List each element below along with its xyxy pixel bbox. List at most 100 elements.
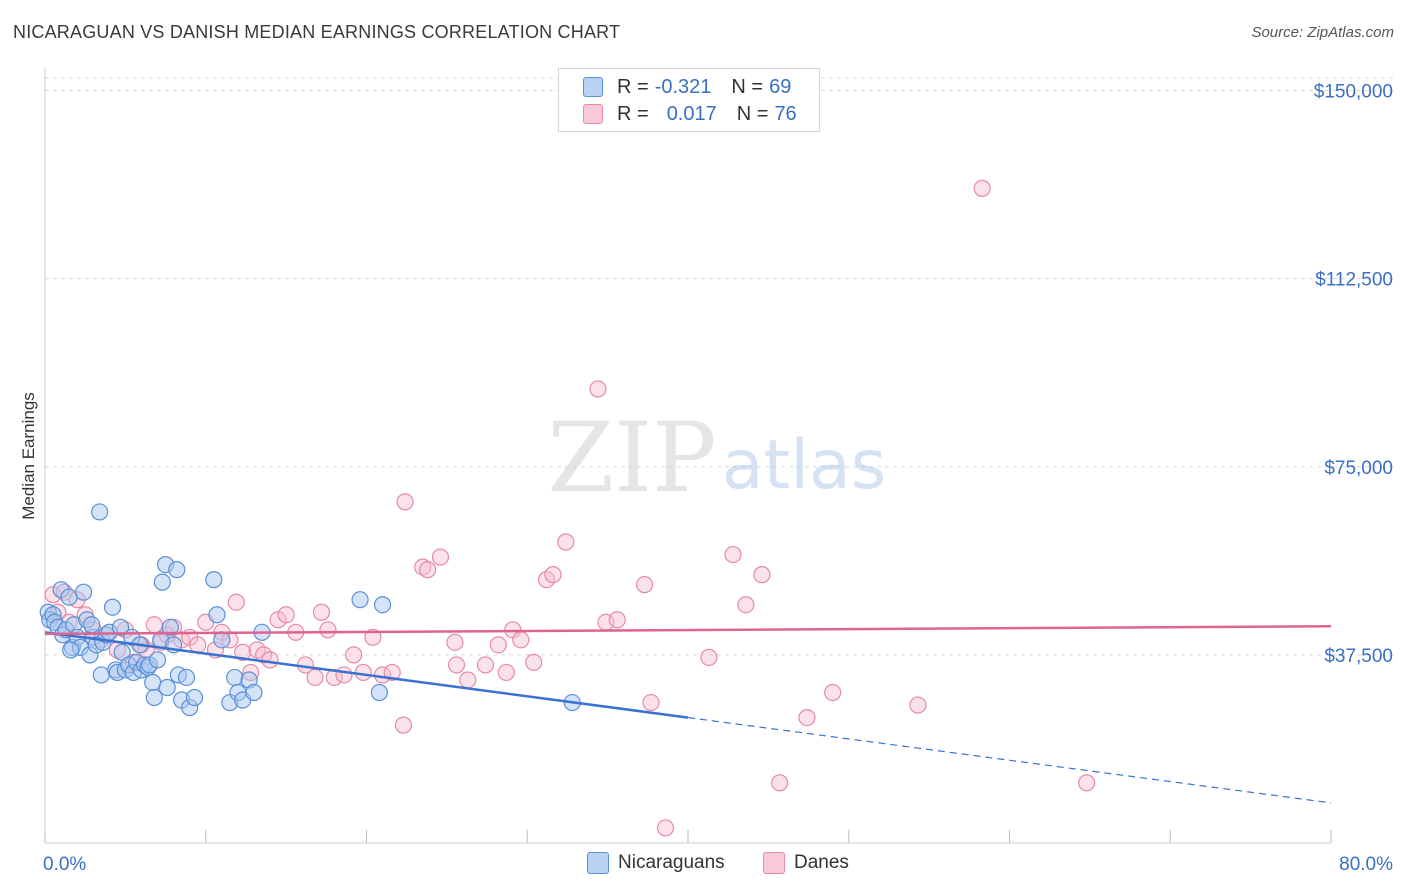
legend-swatch-blue <box>583 77 603 97</box>
dane-point <box>446 633 464 651</box>
dane-point <box>824 683 842 702</box>
y-tick-label: $75,000 <box>1324 458 1393 479</box>
x-tick-label: 0.0% <box>43 854 86 875</box>
nicaraguan-point <box>60 588 78 606</box>
nicaraguan-point <box>168 561 186 579</box>
dane-point <box>737 596 755 614</box>
dane-point <box>335 666 353 684</box>
nicaraguan-point <box>373 596 392 614</box>
y-axis-label: Median Earnings <box>19 392 38 520</box>
dane-point <box>312 603 331 621</box>
stats-legend: R = -0.321 N = 69 R = 0.017 N = 76 <box>558 68 820 132</box>
legend-item-nicaraguans[interactable]: Nicaraguans <box>587 852 725 874</box>
nicaraguan-point <box>185 688 204 707</box>
nicaraguan-point <box>62 641 80 659</box>
dane-point <box>771 774 789 792</box>
dane-point <box>414 558 432 576</box>
y-tick-label: $150,000 <box>1314 82 1393 103</box>
dane-point <box>1078 774 1096 792</box>
legend-row-nicaraguans: R = -0.321 N = 69 <box>583 75 791 99</box>
legend-label-nicaraguans: Nicaraguans <box>618 852 725 873</box>
dane-point <box>544 566 562 584</box>
nicaraguan-point <box>91 503 109 521</box>
nicaraguan-point <box>153 573 171 591</box>
dane-point <box>489 636 507 654</box>
dane-point <box>909 696 927 714</box>
dane-point <box>306 668 324 687</box>
nicaraguans-trend-line <box>44 631 689 719</box>
trend-lines <box>44 625 1332 804</box>
dane-point <box>261 651 279 669</box>
nicaraguan-point <box>148 651 167 669</box>
dane-point <box>394 716 413 734</box>
nicaraguan-point <box>177 668 196 687</box>
dane-point <box>635 576 654 594</box>
legend-n-label: N = <box>736 102 769 125</box>
axes <box>44 68 1332 844</box>
legend-r-value: 0.017 <box>666 102 717 125</box>
dane-point <box>589 380 607 398</box>
legend-n-value: 76 <box>774 102 797 125</box>
legend-n-label: N = <box>731 75 764 98</box>
nicaraguan-point <box>226 668 244 687</box>
dane-point <box>525 653 543 672</box>
legend-r-value: -0.321 <box>654 75 712 98</box>
legend-r-label: R = <box>617 75 649 98</box>
x-tick-label: 80.0% <box>1339 854 1393 875</box>
dane-point <box>557 533 575 551</box>
dane-point <box>227 593 245 611</box>
dane-point <box>431 548 450 566</box>
dane-point <box>497 663 515 682</box>
danes-trend-line <box>44 625 1332 636</box>
series-legend: Nicaraguans Danes <box>0 852 1406 878</box>
dane-point <box>753 566 771 584</box>
nicaraguans-trend-extension <box>687 716 1332 804</box>
dane-point <box>512 631 530 649</box>
dane-point <box>319 621 337 639</box>
dane-point <box>459 671 477 689</box>
dane-point <box>234 643 252 661</box>
dane-point <box>354 663 372 682</box>
nicaraguan-point <box>245 683 263 702</box>
dane-point <box>345 646 363 664</box>
nicaraguan-point <box>74 583 93 601</box>
dane-point <box>656 819 675 837</box>
y-tick-label: $112,500 <box>1315 270 1393 291</box>
nicaraguan-point <box>213 631 231 649</box>
dane-point <box>700 648 718 666</box>
nicaraguan-point <box>161 618 179 636</box>
nicaraguan-point <box>370 683 388 702</box>
watermark: ZIP atlas <box>547 402 886 514</box>
dane-point <box>396 493 414 511</box>
dane-point <box>277 606 295 624</box>
dane-point <box>642 693 660 712</box>
nicaraguan-point <box>205 571 223 589</box>
nicaraguan-point <box>103 598 122 616</box>
legend-label-danes: Danes <box>794 852 849 873</box>
nicaraguan-point <box>351 591 369 609</box>
y-tick-label: $37,500 <box>1324 646 1393 667</box>
dane-point <box>447 656 466 674</box>
legend-r-label: R = <box>617 102 649 125</box>
source-credit: Source: ZipAtlas.com <box>1251 24 1394 41</box>
nicaraguan-point <box>83 616 101 634</box>
dane-point <box>476 656 495 674</box>
legend-n-value: 69 <box>769 75 792 98</box>
dane-point <box>364 628 382 646</box>
nicaraguan-point <box>92 666 110 684</box>
legend-row-danes: R = 0.017 N = 76 <box>583 102 797 126</box>
x-tick-labels: 0.0% 80.0% <box>43 854 1393 875</box>
grid-lines <box>45 77 1395 656</box>
legend-swatch-pink <box>763 852 785 874</box>
watermark-zip: ZIP <box>547 402 716 514</box>
legend-item-danes[interactable]: Danes <box>763 852 849 874</box>
y-tick-labels: $37,500 $75,000 $112,500 $150,000 <box>1314 82 1393 667</box>
nicaraguan-point <box>208 606 226 624</box>
dane-point <box>418 561 437 579</box>
nicaraguan-point <box>144 673 162 692</box>
nicaraguan-point <box>111 618 130 636</box>
dane-point <box>608 611 626 629</box>
nicaraguan-point <box>145 688 163 707</box>
dane-point <box>189 636 207 654</box>
